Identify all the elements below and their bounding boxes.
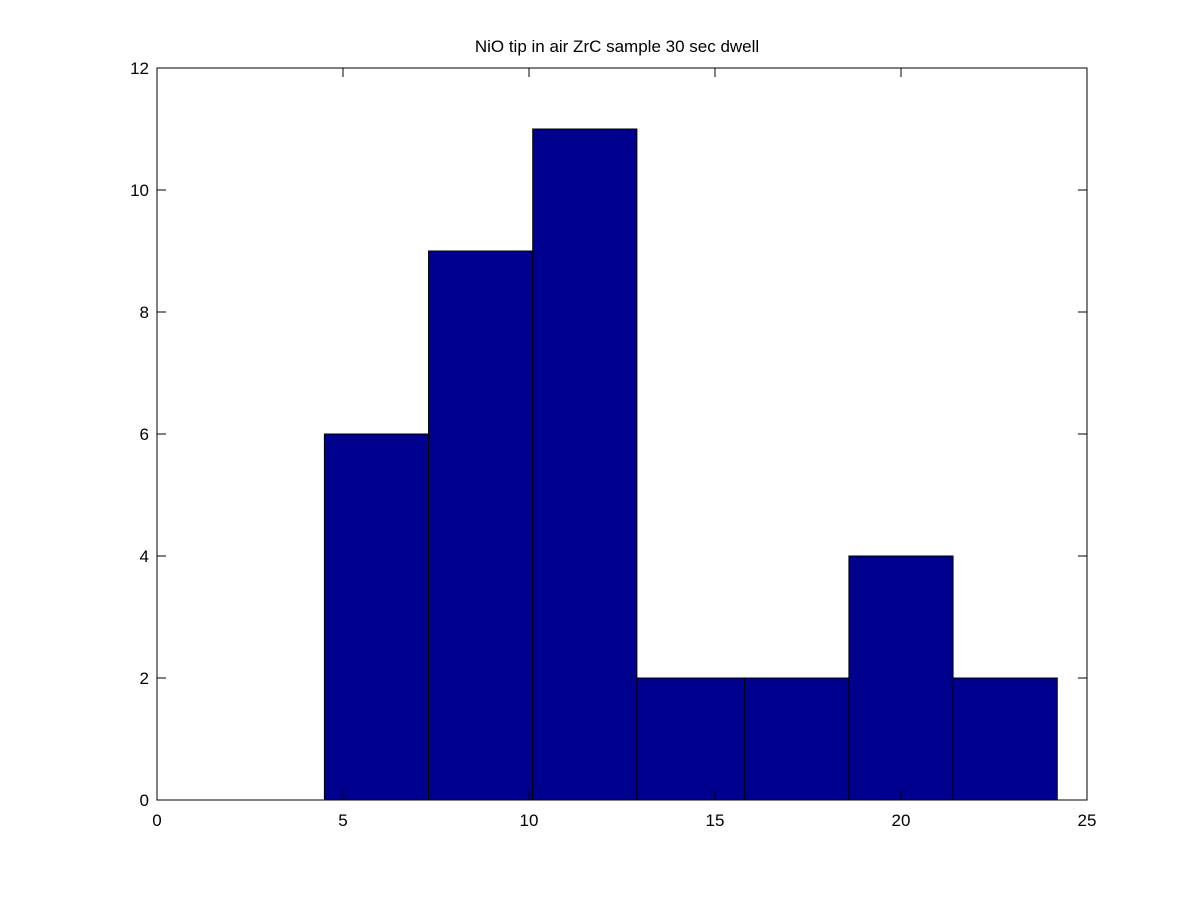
histogram-bar xyxy=(428,250,534,801)
histogram-bar xyxy=(323,433,430,801)
x-tick-label: 15 xyxy=(706,811,725,830)
histogram-bar xyxy=(636,677,746,801)
x-tick-label: 0 xyxy=(152,811,161,830)
x-tick-label: 10 xyxy=(520,811,539,830)
y-tick-label: 12 xyxy=(130,59,149,78)
chart-title: NiO tip in air ZrC sample 30 sec dwell xyxy=(475,37,759,56)
ticks-group xyxy=(156,67,1088,801)
y-tick-label: 0 xyxy=(140,791,149,810)
bars-group xyxy=(323,128,1058,801)
histogram-bar xyxy=(848,555,954,801)
y-tick-label: 6 xyxy=(140,425,149,444)
y-tick-label: 10 xyxy=(130,181,149,200)
histogram-bar xyxy=(952,677,1058,801)
y-tick-label: 8 xyxy=(140,303,149,322)
y-tick-label: 4 xyxy=(140,547,149,566)
x-tick-label: 20 xyxy=(892,811,911,830)
histogram-bar xyxy=(744,677,850,801)
tick-labels-group: 0 5 10 15 20 25 0 2 4 6 8 10 12 xyxy=(130,59,1096,830)
x-tick-label: 5 xyxy=(338,811,347,830)
histogram-bar xyxy=(532,128,638,801)
y-tick-label: 2 xyxy=(140,669,149,688)
x-tick-label: 25 xyxy=(1078,811,1097,830)
